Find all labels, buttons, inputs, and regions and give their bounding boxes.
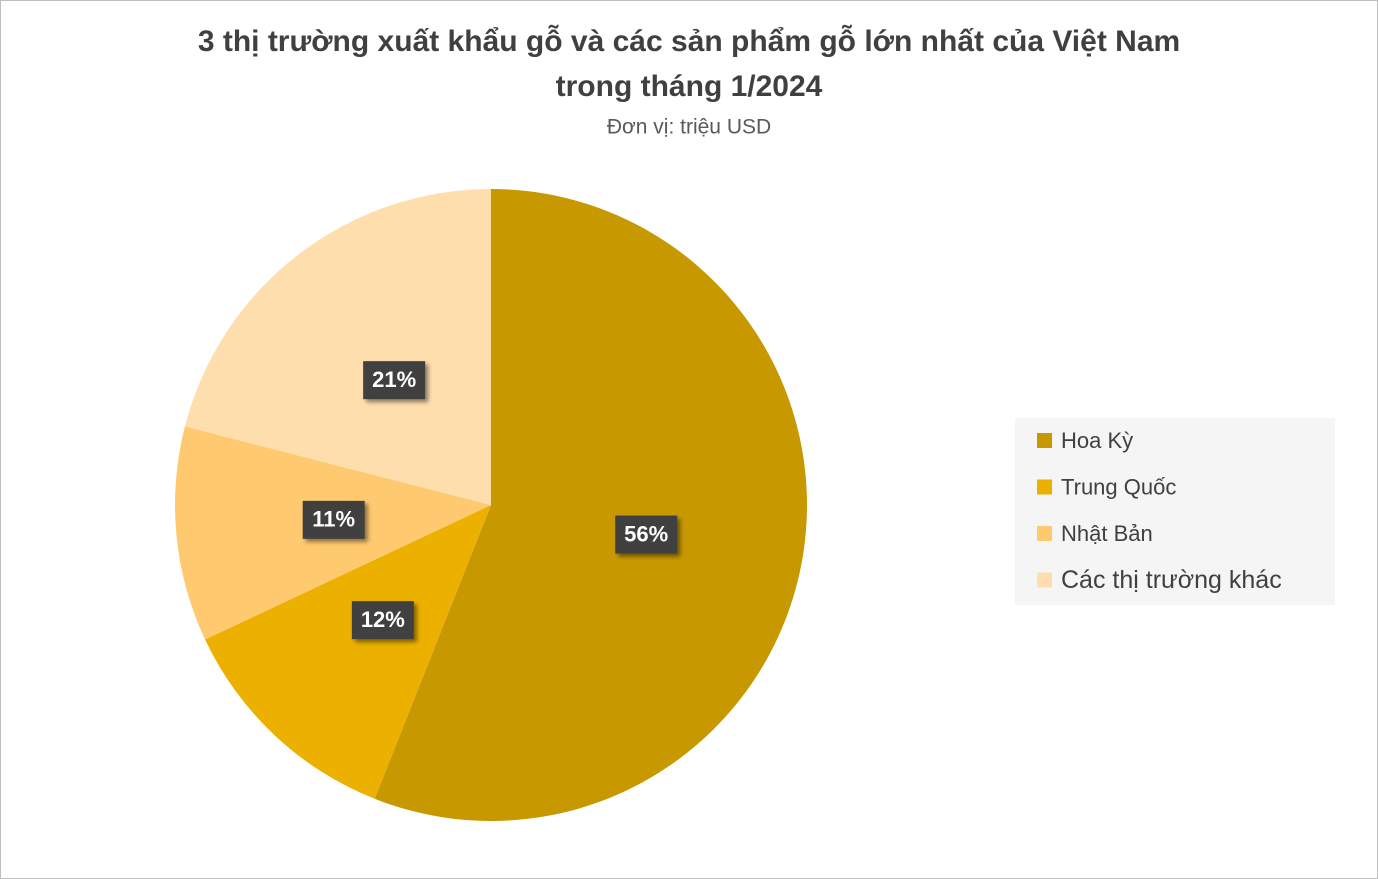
data-label: 11% — [312, 507, 355, 532]
legend-label: Các thị trường khác — [1061, 566, 1282, 594]
legend — [1015, 418, 1335, 605]
data-label-box — [302, 500, 365, 539]
data-label-box — [363, 361, 426, 400]
pie-slice — [205, 505, 491, 799]
chart-title: 3 thị trường xuất khẩu gỗ và các sản phẩ… — [198, 24, 1180, 58]
pie-slice — [184, 189, 491, 505]
legend-label: Trung Quốc — [1061, 474, 1176, 499]
pie-slice — [374, 189, 807, 821]
legend-swatch — [1037, 526, 1052, 541]
data-label: 21% — [372, 367, 416, 392]
legend-label: Nhật Bản — [1061, 521, 1153, 546]
data-label: 12% — [361, 607, 405, 632]
legend-label: Hoa Kỳ — [1061, 428, 1133, 453]
legend-swatch — [1037, 479, 1052, 495]
legend-swatch — [1037, 572, 1052, 588]
data-label-box — [351, 601, 414, 640]
data-label-box — [615, 515, 678, 554]
data-label: 56% — [624, 521, 668, 546]
legend-swatch — [1037, 433, 1052, 448]
chart-title: trong tháng 1/2024 — [556, 70, 823, 103]
chart-subtitle: Đơn vị: triệu USD — [607, 116, 771, 139]
